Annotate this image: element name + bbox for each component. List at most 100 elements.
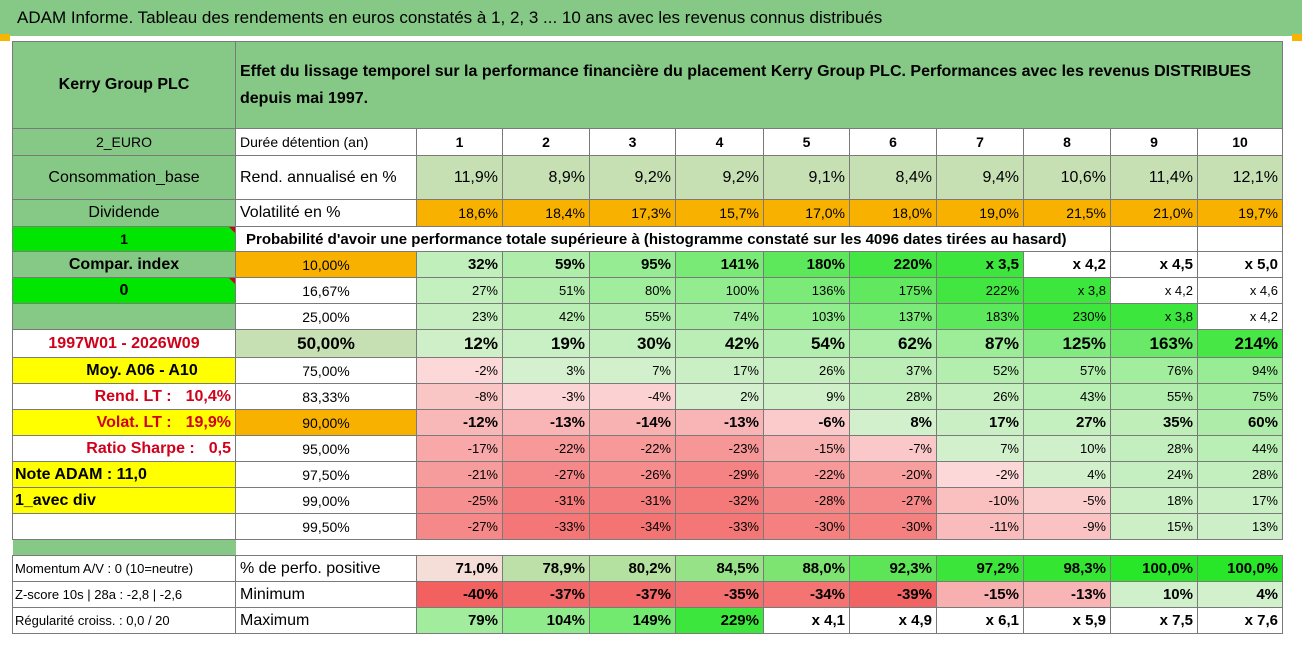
vol-label: Volatilité en %	[235, 199, 417, 227]
summary-value: x 7,5	[1110, 607, 1198, 634]
summary-side-label: Z-score 10s | 28a : -2,8 | -2,6	[12, 581, 236, 608]
zero-label: 0	[12, 277, 236, 304]
prob-label: Probabilité d'avoir une performance tota…	[235, 226, 1111, 252]
year-header: 1	[416, 128, 503, 156]
quantile-value: 30%	[589, 329, 676, 358]
summary-side-label: Régularité croiss. : 0,0 / 20	[12, 607, 236, 634]
quantile-value: 74%	[675, 303, 764, 330]
rend-value: 8,4%	[849, 155, 937, 200]
year-header: 8	[1023, 128, 1111, 156]
quantile-value: -33%	[502, 513, 590, 540]
company-name: Kerry Group PLC	[12, 41, 236, 129]
moy-label: Moy. A06 - A10	[12, 357, 236, 384]
header-row: Kerry Group PLC Effet du lissage temporel…	[12, 41, 1283, 129]
years-row: 2_EURO Durée détention (an) 1 2 3 4 5 6 7 8 9 10	[12, 128, 1283, 156]
quantile-value: 9%	[763, 383, 850, 410]
quantile-value: -33%	[675, 513, 764, 540]
quantile-value: -30%	[763, 513, 850, 540]
summary-value: -37%	[502, 581, 590, 608]
quantile-value: -22%	[763, 461, 850, 488]
quantile-value: 37%	[849, 357, 937, 384]
quantile-value: 55%	[1110, 383, 1198, 410]
volat-lt: Volat. LT : 19,9%	[12, 409, 236, 436]
vol-value: 18,0%	[849, 199, 937, 227]
quantile-value: 44%	[1197, 435, 1283, 462]
quantile-value: 163%	[1110, 329, 1198, 358]
empty-cell	[1197, 226, 1283, 252]
quantile-value: 19%	[502, 329, 590, 358]
corner-mark-left	[0, 34, 10, 41]
quantile-value: 51%	[502, 277, 590, 304]
quantile-value: 183%	[936, 303, 1024, 330]
rend-value: 11,4%	[1110, 155, 1198, 200]
quantile-value: 32%	[416, 251, 503, 278]
quantile-row: Compar. index 10,00% 32% 59% 95% 141% 180% 220%…	[12, 251, 1283, 278]
quantile-value: 42%	[502, 303, 590, 330]
quantile-value: -12%	[416, 409, 503, 436]
rend-lt: Rend. LT : 10,4%	[12, 383, 236, 410]
quantile-row: Note ADAM : 11,0 97,50% -21% -27% -26% -29% -2…	[12, 461, 1283, 488]
summary-value: -40%	[416, 581, 503, 608]
quantile-value: 87%	[936, 329, 1024, 358]
quantile-value: -22%	[502, 435, 590, 462]
prob-row: 1 Probabilité d'avoir une performance tot…	[12, 226, 1283, 252]
vol-value: 21,5%	[1023, 199, 1111, 227]
quantile-value: 180%	[763, 251, 850, 278]
quantile-value: -4%	[589, 383, 676, 410]
quantile-value: x 3,8	[1023, 277, 1111, 304]
quantile-value: 26%	[936, 383, 1024, 410]
quantile-label: 83,33%	[235, 383, 417, 410]
year-header: 4	[675, 128, 764, 156]
rend-value: 8,9%	[502, 155, 590, 200]
vol-value: 19,0%	[936, 199, 1024, 227]
quantile-value: -21%	[416, 461, 503, 488]
quantile-value: -20%	[849, 461, 937, 488]
quantile-value: 43%	[1023, 383, 1111, 410]
summary-value: 4%	[1197, 581, 1283, 608]
quantile-value: x 4,2	[1197, 303, 1283, 330]
summary-value: x 4,9	[849, 607, 937, 634]
quantile-row: 0 16,67% 27% 51% 80% 100% 136% 175% 222% x 3,8 x 4…	[12, 277, 1283, 304]
quantile-value: 80%	[589, 277, 676, 304]
quantile-value: 35%	[1110, 409, 1198, 436]
quantile-value: 2%	[675, 383, 764, 410]
summary-value: 92,3%	[849, 555, 937, 582]
quantile-value: 28%	[849, 383, 937, 410]
quantile-value: -27%	[416, 513, 503, 540]
empty-cell	[12, 513, 236, 540]
quantile-value: -30%	[849, 513, 937, 540]
quantile-value: 55%	[589, 303, 676, 330]
summary-value: 10%	[1110, 581, 1198, 608]
year-header: 6	[849, 128, 937, 156]
summary-row: Régularité croiss. : 0,0 / 20 Maximum 79% 1…	[12, 607, 1283, 634]
quantile-value: 13%	[1197, 513, 1283, 540]
vol-value: 15,7%	[675, 199, 764, 227]
quantile-value: -31%	[589, 487, 676, 514]
quantile-value: -22%	[589, 435, 676, 462]
quantile-row: 25,00% 23% 42% 55% 74% 103% 137% 183% 230% x 3,8 x…	[12, 303, 1283, 330]
summary-row: Z-score 10s | 28a : -2,8 | -2,6 Minimum -4…	[12, 581, 1283, 608]
quantile-value: x 3,8	[1110, 303, 1198, 330]
rend-row: Consommation_base Rend. annualisé en % 11,…	[12, 155, 1283, 200]
quantile-value: -6%	[763, 409, 850, 436]
gap-cell	[236, 540, 1283, 556]
quantile-value: 60%	[1197, 409, 1283, 436]
quantile-label: 99,00%	[235, 487, 417, 514]
currency-label: 2_EURO	[12, 128, 236, 156]
quantile-value: 24%	[1110, 461, 1198, 488]
quantile-value: 100%	[675, 277, 764, 304]
quantile-value: 4%	[1023, 461, 1111, 488]
quantile-value: 17%	[675, 357, 764, 384]
quantile-value: 42%	[675, 329, 764, 358]
vol-value: 19,7%	[1197, 199, 1283, 227]
summary-value: 79%	[416, 607, 503, 634]
summary-label: % de perfo. positive	[235, 555, 417, 582]
quantile-value: -7%	[849, 435, 937, 462]
summary-label: Maximum	[235, 607, 417, 634]
summary-value: 78,9%	[502, 555, 590, 582]
sharpe-ratio-label: Ratio Sharpe :	[86, 439, 195, 457]
rend-value: 11,9%	[416, 155, 503, 200]
rend-lt-label: Rend. LT :	[94, 387, 172, 405]
rend-value: 9,1%	[763, 155, 850, 200]
quantile-value: -27%	[502, 461, 590, 488]
